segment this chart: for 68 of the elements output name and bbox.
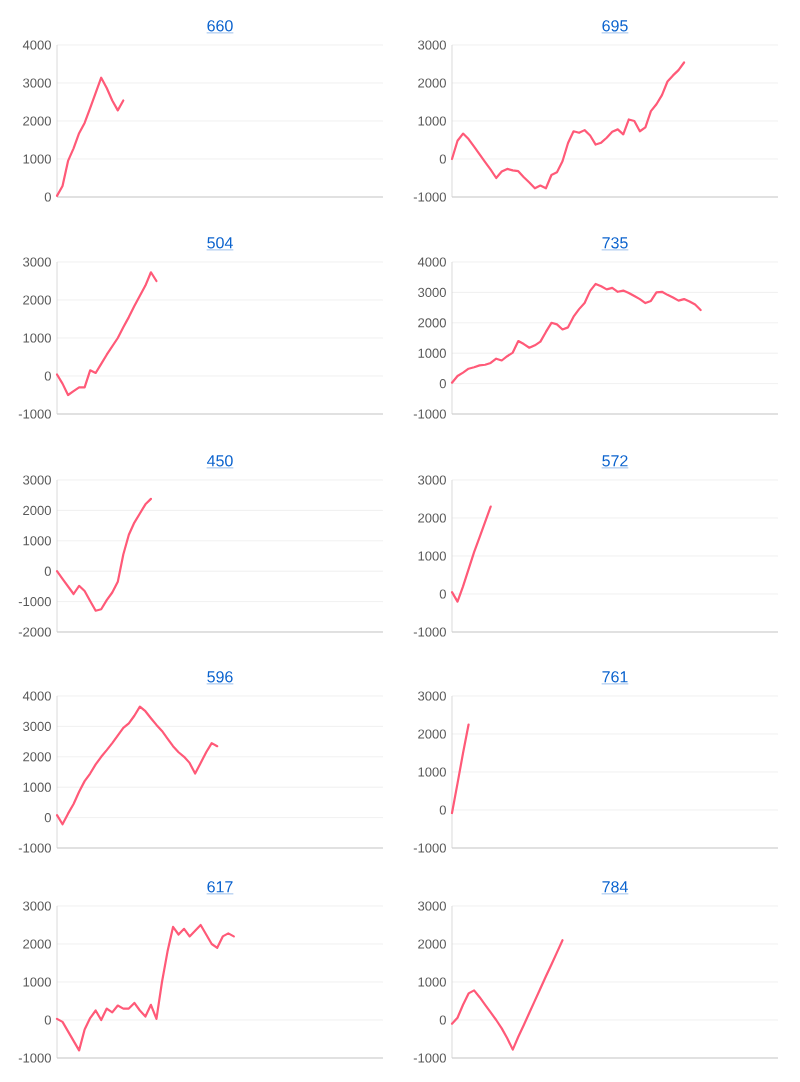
chart-title: 761 <box>602 671 628 683</box>
chart-title: 784 <box>602 881 628 893</box>
y-tick-label: 2000 <box>418 318 446 328</box>
chart-title: 660 <box>207 20 233 32</box>
y-tick-label: 3000 <box>23 78 51 88</box>
y-tick-label: 0 <box>44 192 51 202</box>
y-tick-label: 2000 <box>418 513 446 523</box>
y-tick-label: 2000 <box>23 295 51 305</box>
y-tick-label: 2000 <box>418 78 446 88</box>
y-tick-label: 2000 <box>23 116 51 126</box>
y-tick-label: -1000 <box>413 627 446 637</box>
y-tick-label: 0 <box>439 1015 446 1025</box>
chart-title: 617 <box>207 881 233 893</box>
y-tick-label: 3000 <box>418 691 446 701</box>
chart-title: 572 <box>602 455 628 467</box>
y-tick-label: 2000 <box>23 939 51 949</box>
line-series <box>450 282 702 384</box>
y-tick-label: 1000 <box>23 154 51 164</box>
y-tick-label: 1000 <box>23 782 51 792</box>
y-tick-label: 3000 <box>418 475 446 485</box>
y-tick-label: 0 <box>44 813 51 823</box>
y-tick-label: 1000 <box>418 116 446 126</box>
y-tick-label: -1000 <box>413 843 446 853</box>
y-tick-label: -1000 <box>413 409 446 419</box>
y-tick-label: 3000 <box>23 901 51 911</box>
y-tick-label: 0 <box>44 371 51 381</box>
chart-title: 504 <box>207 237 233 249</box>
y-tick-label: -1000 <box>18 597 51 607</box>
y-tick-label: 0 <box>44 1015 51 1025</box>
y-tick-label: -2000 <box>18 627 51 637</box>
y-tick-label: 0 <box>439 379 446 389</box>
y-tick-label: 4000 <box>22 691 51 701</box>
y-tick-label: -1000 <box>413 1053 446 1063</box>
chart-title: 596 <box>207 671 233 683</box>
y-tick-label: 3000 <box>23 257 51 267</box>
y-tick-label: 4000 <box>417 257 446 267</box>
chart-title: 735 <box>602 237 628 249</box>
y-tick-label: 1000 <box>23 536 51 546</box>
y-tick-label: 3000 <box>418 40 446 50</box>
y-tick-label: 3000 <box>23 475 51 485</box>
y-tick-label: 0 <box>439 154 446 164</box>
y-tick-label: -1000 <box>18 409 51 419</box>
chart-title: 695 <box>602 20 628 32</box>
y-tick-label: 2000 <box>418 729 446 739</box>
y-tick-label: 2000 <box>23 505 51 516</box>
y-tick-label: 1000 <box>23 977 51 987</box>
y-tick-label: 0 <box>44 566 51 576</box>
y-tick-label: 1000 <box>418 977 446 987</box>
y-tick-label: 1000 <box>418 551 446 561</box>
y-tick-label: 1000 <box>23 333 51 343</box>
line-series <box>450 939 564 1051</box>
y-tick-label: 2000 <box>23 752 51 762</box>
line-series <box>450 61 686 190</box>
y-tick-label: 3000 <box>23 721 51 732</box>
y-tick-label: 2000 <box>418 939 446 949</box>
chart-title: 450 <box>207 455 233 467</box>
y-tick-label: 1000 <box>418 348 446 358</box>
y-tick-label: 0 <box>439 805 446 815</box>
y-tick-label: 4000 <box>22 40 51 50</box>
y-tick-label: -1000 <box>18 843 51 853</box>
y-tick-label: 0 <box>439 589 446 599</box>
y-tick-label: 1000 <box>418 767 446 777</box>
line-series <box>55 76 125 197</box>
y-tick-label: -1000 <box>18 1053 51 1063</box>
line-series <box>450 723 470 815</box>
y-tick-label: -1000 <box>413 192 446 202</box>
y-tick-label: 3000 <box>418 901 446 911</box>
y-tick-label: 3000 <box>418 287 446 298</box>
